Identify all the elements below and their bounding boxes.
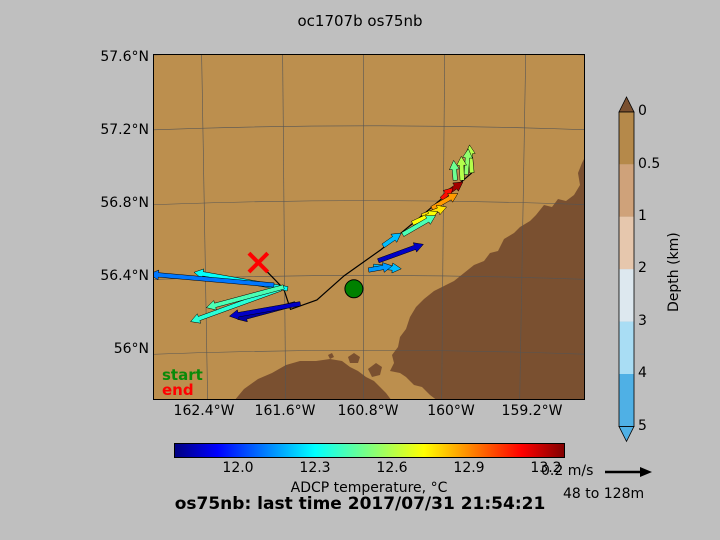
lon-tick-label: 160°W bbox=[427, 403, 475, 419]
land-mass bbox=[328, 353, 334, 359]
end-marker-stroke bbox=[247, 251, 270, 274]
meridian-line bbox=[441, 55, 445, 399]
plot-title: oc1707b os75nb bbox=[297, 12, 423, 30]
depth-colorbar-segment bbox=[619, 112, 634, 165]
depth-colorbar-segment bbox=[619, 216, 634, 270]
depth-tick-label: 5 bbox=[638, 418, 647, 434]
current-vector-arrow bbox=[154, 269, 275, 288]
lon-tick-label: 159.2°W bbox=[501, 403, 563, 419]
land-mass bbox=[235, 359, 391, 399]
legend-start-label: start bbox=[162, 366, 203, 384]
temperature-colorbar-label: ADCP temperature, °C bbox=[290, 480, 448, 496]
temperature-colorbar bbox=[174, 443, 565, 458]
depth-colorbar-segment bbox=[619, 321, 634, 374]
current-vector-arrow bbox=[381, 232, 402, 248]
scale-depth-range: 48 to 128m bbox=[563, 486, 645, 502]
map-canvas bbox=[154, 55, 584, 399]
lat-tick-label: 56.8°N bbox=[100, 195, 149, 211]
scale-arrow-icon bbox=[605, 467, 652, 477]
temperature-tick-label: 12.6 bbox=[376, 460, 408, 476]
start-marker bbox=[344, 279, 364, 299]
current-vectors bbox=[154, 144, 476, 324]
parallel-line bbox=[154, 125, 584, 131]
land-mass bbox=[390, 159, 584, 399]
temperature-tick-label: 12.9 bbox=[453, 460, 485, 476]
meridian-line bbox=[519, 55, 526, 399]
current-vector-arrow bbox=[456, 155, 468, 181]
parallel-line bbox=[154, 200, 584, 205]
lat-tick-label: 57.6°N bbox=[100, 49, 149, 65]
current-vector-arrow bbox=[401, 215, 437, 237]
last-time-caption: os75nb: last time 2017/07/31 21:54:21 bbox=[174, 494, 546, 514]
map-panel bbox=[153, 54, 585, 400]
current-vector-arrow bbox=[448, 159, 460, 181]
parallel-line bbox=[154, 349, 584, 355]
depth-colorbar-label: Depth (km) bbox=[666, 232, 682, 312]
lon-tick-label: 160.8°W bbox=[337, 403, 399, 419]
ship-track bbox=[257, 172, 473, 311]
graticule bbox=[154, 55, 584, 399]
current-vector-arrow bbox=[377, 242, 424, 264]
temperature-tick-label: 13.2 bbox=[530, 460, 562, 476]
current-vector-arrow bbox=[367, 262, 393, 273]
land-mass bbox=[576, 349, 584, 365]
meridian-line bbox=[201, 55, 208, 399]
current-vector-arrow bbox=[228, 301, 301, 320]
depth-colorbar-extend-top bbox=[618, 96, 635, 113]
land-mass bbox=[348, 353, 360, 363]
depth-colorbar-segment bbox=[619, 269, 634, 322]
depth-tick-label: 0.5 bbox=[638, 156, 661, 172]
depth-colorbar-extend-bottom bbox=[618, 425, 635, 443]
scale-velocity-label: 0.2 m/s bbox=[541, 463, 594, 479]
depth-tick-label: 0 bbox=[638, 103, 647, 119]
depth-tick-label: 3 bbox=[638, 313, 647, 329]
depth-colorbar-frame bbox=[618, 111, 635, 427]
depth-tick-label: 1 bbox=[638, 208, 647, 224]
temperature-tick-label: 12.3 bbox=[299, 460, 331, 476]
current-vector-arrow bbox=[439, 187, 454, 201]
depth-tick-label: 4 bbox=[638, 365, 647, 381]
land-mass bbox=[368, 363, 382, 377]
legend-end-label: end bbox=[162, 381, 194, 399]
depth-colorbar bbox=[618, 96, 635, 443]
depth-colorbar-segment bbox=[619, 374, 634, 427]
lat-tick-label: 56°N bbox=[113, 341, 149, 357]
depth-colorbar-segment bbox=[619, 164, 634, 217]
temperature-tick-label: 12.0 bbox=[222, 460, 254, 476]
meridian-line bbox=[282, 55, 286, 399]
lat-tick-label: 56.4°N bbox=[100, 268, 149, 284]
lat-tick-label: 57.2°N bbox=[100, 122, 149, 138]
current-vector-arrow bbox=[205, 284, 285, 311]
end-marker bbox=[247, 251, 270, 274]
depth-tick-label: 2 bbox=[638, 260, 647, 276]
lon-tick-label: 162.4°W bbox=[173, 403, 235, 419]
lon-tick-label: 161.6°W bbox=[254, 403, 316, 419]
